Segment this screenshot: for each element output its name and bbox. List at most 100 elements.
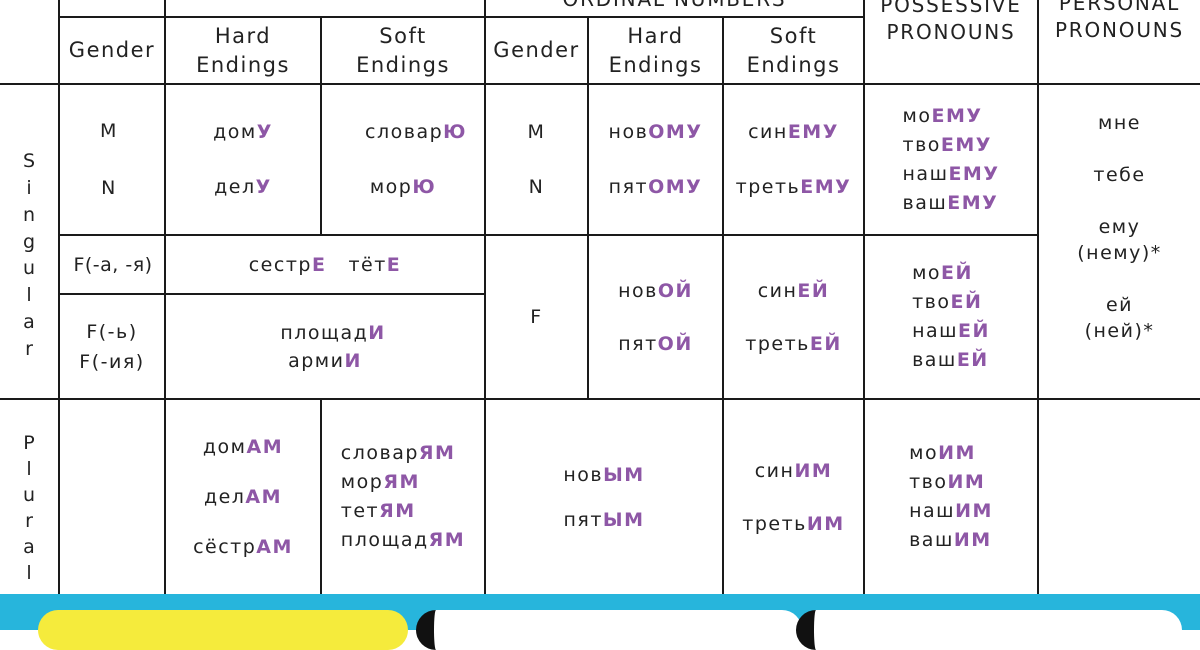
gender-label: F(-а, -я)	[73, 253, 153, 276]
word: синЕМУ	[748, 121, 839, 144]
word: третьИМ	[742, 512, 845, 535]
side-label-letter: i	[26, 176, 32, 199]
header-gender-nouns: Gender	[60, 18, 164, 83]
header-soft-text: Soft Endings	[356, 23, 450, 77]
gender-label: M	[527, 121, 546, 144]
word: нашИМ	[909, 500, 993, 522]
grid-line	[58, 16, 864, 18]
grid-line	[58, 0, 60, 18]
word: сёстрАМ	[193, 536, 293, 558]
grid-line	[58, 293, 484, 295]
header-gender-text: Gender	[68, 38, 156, 62]
word: твоЕМУ	[902, 133, 992, 156]
side-label-letter: r	[25, 337, 33, 360]
plural-noun-hard-cell: домАМ делАМ сёстрАМ	[166, 400, 320, 594]
header-soft-endings-ordinals: Soft Endings	[724, 18, 863, 83]
word: моЕМУ	[902, 104, 983, 127]
word: твоЕЙ	[912, 291, 983, 313]
header-gender-text: Gender	[493, 38, 580, 62]
plural-possessive-cell: моИМ твоИМ нашИМ вашИМ	[865, 400, 1037, 594]
grid-line	[0, 398, 1200, 400]
header-soft-text: Soft Endings	[746, 23, 841, 77]
personal-pronouns-title-text: PERSONAL PRONOUNS	[1054, 0, 1185, 42]
personal-pronoun: (ней)*	[1084, 320, 1155, 342]
header-hard-endings-nouns: Hard Endings	[166, 18, 320, 83]
grid-line	[484, 0, 486, 594]
personal-pronoun: мне	[1098, 112, 1141, 134]
word: вашИМ	[909, 529, 992, 551]
side-label-letter: g	[22, 230, 36, 253]
word: делАМ	[203, 486, 283, 508]
ord-soft-cell-mn: синЕМУ третьЕМУ	[724, 85, 863, 234]
header-hard-text: Hard Endings	[608, 23, 703, 77]
word: домУ	[213, 121, 273, 144]
grid-line	[864, 234, 1038, 236]
personal-pronouns-title: PERSONAL PRONOUNS	[1039, 0, 1200, 46]
side-label-letter: l	[26, 458, 32, 480]
ord-gender-cell-f: F	[486, 236, 587, 398]
header-soft-endings-nouns: Soft Endings	[322, 18, 484, 83]
side-label-letter: a	[23, 311, 35, 334]
side-label-letter: r	[25, 510, 33, 532]
side-label-letter: a	[23, 536, 35, 558]
grid-line	[320, 18, 322, 234]
gender-cell-f-soft: F(-ь) F(-ия)	[60, 295, 164, 398]
word: нашЕМУ	[902, 162, 1000, 185]
header-hard-text: Hard Endings	[196, 23, 290, 77]
possessive-pronouns-title: POSSESSIVE PRONOUNS	[865, 0, 1037, 48]
grid-line	[58, 18, 60, 594]
word: вашЕМУ	[902, 191, 999, 214]
grid-line	[58, 234, 864, 236]
footer-pill-white-2	[796, 610, 1182, 650]
personal-pronoun: тебе	[1093, 164, 1146, 186]
plural-noun-soft-cell: словарЯМ морЯМ тетЯМ площадЯМ	[322, 400, 484, 594]
side-label-letter: P	[23, 432, 35, 454]
side-label-letter: l	[26, 284, 32, 307]
word: новОЙ	[618, 279, 693, 302]
header-gender-ordinals: Gender	[486, 18, 587, 83]
grid-line	[1037, 0, 1039, 594]
word: третьЕЙ	[745, 332, 842, 355]
possessive-pronouns-title-text: POSSESSIVE PRONOUNS	[880, 0, 1022, 44]
footer-pill-white-1	[416, 610, 802, 650]
ord-hard-cell-mn: новОМУ пятОМУ	[589, 85, 722, 234]
ord-gender-cell-mn: M N	[486, 85, 587, 234]
side-label-letter: n	[22, 203, 36, 226]
noun-cell-f-soft: площадИ армиИ	[166, 295, 484, 398]
word: вашЕЙ	[912, 349, 989, 371]
side-label-letter: u	[22, 484, 36, 506]
word: морЮ	[369, 175, 437, 198]
grid-line	[164, 0, 166, 18]
possessive-cell-f: моЕЙ твоЕЙ нашЕЙ вашЕЙ	[865, 236, 1037, 398]
grid-line	[0, 83, 1200, 85]
word: площадИ	[280, 321, 386, 344]
grid-line	[587, 18, 589, 398]
noun-hard-cell-mn: домУ делУ	[166, 85, 320, 234]
gender-label: N	[528, 175, 545, 198]
ordinal-numbers-title-text: ORDINAL NUMBERS	[563, 0, 787, 13]
word: тетЯМ	[340, 500, 416, 522]
word: синИМ	[754, 459, 833, 482]
word: твоИМ	[909, 471, 986, 493]
personal-pronouns-cell: мне тебе ему (нему)* ей (ней)*	[1039, 110, 1200, 360]
noun-soft-cell-mn: словарЮ морЮ	[322, 85, 484, 234]
word: третьЕМУ	[735, 175, 852, 198]
word: словарЯМ	[340, 442, 456, 464]
personal-pronoun: ему	[1098, 216, 1141, 238]
word: армиИ	[288, 349, 362, 372]
ord-hard-cell-f: новОЙ пятОЙ	[589, 236, 722, 398]
gender-label: F	[530, 306, 543, 328]
word: домАМ	[202, 436, 284, 458]
word: морЯМ	[340, 471, 420, 493]
word: новЫМ	[563, 463, 645, 486]
plural-ord-soft-cell: синИМ третьИМ	[724, 400, 863, 594]
grid-line	[164, 18, 166, 594]
grid-line	[722, 18, 724, 398]
word: синЕЙ	[757, 279, 830, 302]
word: пятЫМ	[563, 508, 645, 531]
gender-label: F(-ия)	[79, 350, 145, 373]
word: делУ	[214, 175, 272, 198]
word: моИМ	[909, 442, 976, 464]
word: нашЕЙ	[912, 320, 990, 342]
